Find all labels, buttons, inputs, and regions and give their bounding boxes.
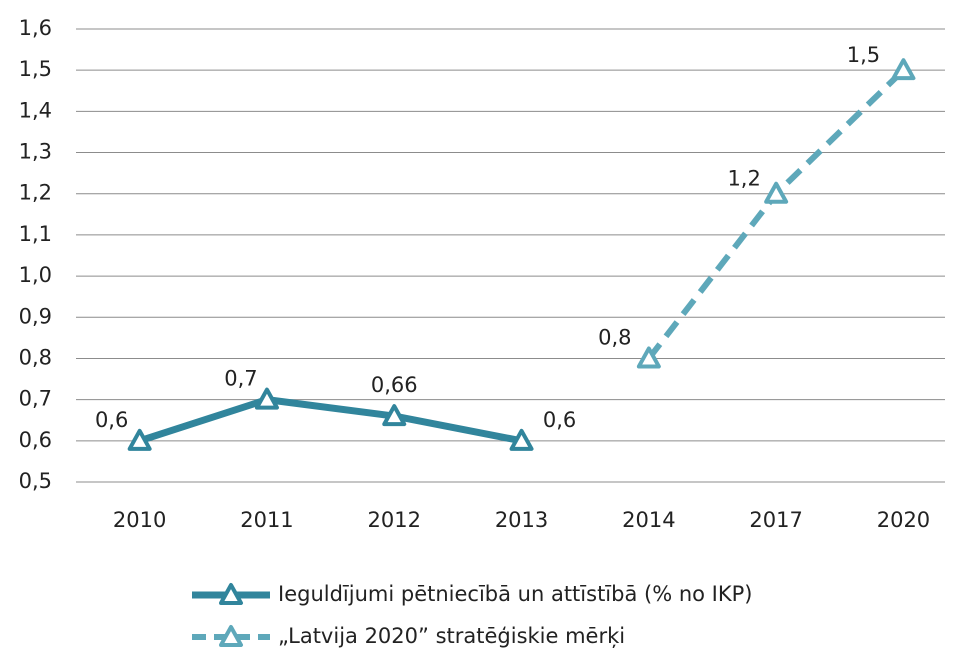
x-tick-label: 2013 bbox=[495, 508, 548, 532]
legend-label: Ieguldījumi pētniecībā un attīstībā (% n… bbox=[278, 582, 753, 606]
series-line bbox=[646, 68, 906, 361]
x-tick-label: 2017 bbox=[749, 508, 802, 532]
y-tick-label: 0,5 bbox=[19, 469, 52, 493]
point-marker bbox=[636, 346, 661, 369]
y-tick-label: 1,3 bbox=[19, 140, 52, 164]
legend-marker bbox=[219, 625, 243, 647]
x-tick-label: 2014 bbox=[622, 508, 675, 532]
y-tick-label: 1,2 bbox=[19, 181, 52, 205]
value-label: 0,7 bbox=[224, 367, 257, 391]
point-marker bbox=[127, 428, 152, 451]
value-label: 1,5 bbox=[847, 43, 880, 67]
value-label: 0,6 bbox=[95, 408, 128, 432]
y-tick-label: 0,9 bbox=[19, 304, 52, 328]
x-tick-label: 2020 bbox=[877, 508, 930, 532]
value-label: 1,2 bbox=[727, 167, 760, 191]
y-tick-label: 1,4 bbox=[19, 98, 52, 122]
y-tick-label: 1,0 bbox=[19, 263, 52, 287]
point-marker bbox=[509, 428, 534, 451]
point-marker bbox=[382, 404, 407, 427]
y-tick-label: 0,7 bbox=[19, 387, 52, 411]
legend-marker bbox=[219, 583, 243, 605]
x-tick-label: 2012 bbox=[368, 508, 421, 532]
series-line bbox=[138, 396, 523, 445]
x-tick-label: 2011 bbox=[240, 508, 293, 532]
point-marker bbox=[891, 58, 916, 81]
value-label: 0,6 bbox=[543, 408, 576, 432]
y-tick-label: 1,5 bbox=[19, 57, 52, 81]
value-label: 0,8 bbox=[598, 325, 631, 349]
point-marker bbox=[254, 387, 279, 410]
y-tick-label: 1,1 bbox=[19, 222, 52, 246]
legend-label: „Latvija 2020” stratēģiskie mērķi bbox=[278, 624, 625, 648]
y-tick-label: 1,6 bbox=[19, 16, 52, 40]
x-tick-label: 2010 bbox=[113, 508, 166, 532]
y-tick-label: 0,8 bbox=[19, 345, 52, 369]
point-marker bbox=[764, 181, 789, 204]
y-tick-label: 0,6 bbox=[19, 428, 52, 452]
value-label: 0,66 bbox=[371, 373, 418, 397]
